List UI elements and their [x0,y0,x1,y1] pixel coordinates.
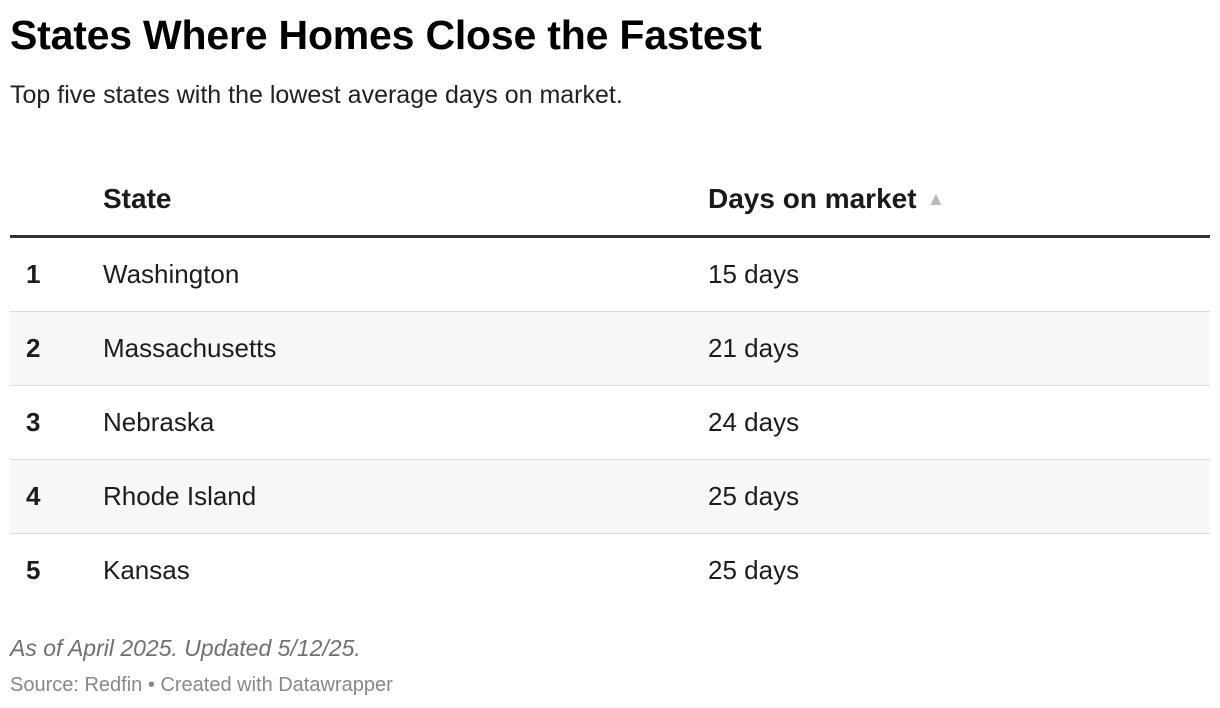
table-header-row: State Days on market ▲ [10,163,1210,238]
state-cell: Rhode Island [103,459,708,534]
state-cell: Washington [103,236,708,312]
table-row: 4 Rhode Island 25 days [10,459,1210,534]
column-header-days[interactable]: Days on market ▲ [708,163,1210,238]
chart-notes: As of April 2025. Updated 5/12/25. [10,635,361,661]
column-header-state[interactable]: State [103,163,708,238]
state-cell: Massachusetts [103,311,708,386]
table-row: 2 Massachusetts 21 days [10,311,1210,386]
rank-cell: 2 [10,311,103,386]
table-row: 3 Nebraska 24 days [10,385,1210,460]
days-cell: 15 days [708,236,1210,312]
days-cell: 21 days [708,311,1210,386]
column-header-state-label: State [103,183,172,214]
rank-cell: 4 [10,459,103,534]
table-row: 1 Washington 15 days [10,236,1210,312]
table-row: 5 Kansas 25 days [10,534,1210,608]
chart-footer: Source: Redfin • Created with Datawrappe… [10,674,393,696]
days-cell: 24 days [708,385,1210,460]
rank-cell: 5 [26,555,41,585]
rank-cell: 3 [10,385,103,460]
rank-cell: 1 [10,236,103,312]
state-cell: Kansas [103,555,190,585]
days-cell: 25 days [708,459,1210,534]
state-cell: Nebraska [103,385,708,460]
chart-subtitle: Top five states with the lowest average … [10,81,623,109]
chart-container: States Where Homes Close the Fastest Top… [10,0,1210,607]
triangle-up-icon[interactable]: ▲ [926,189,946,210]
column-header-rank [10,163,103,238]
column-header-days-label: Days on market [708,183,917,214]
data-table: State Days on market ▲ 1 Washington 15 da… [10,163,1210,607]
chart-title: States Where Homes Close the Fastest [10,12,762,58]
days-cell: 25 days [708,555,800,585]
